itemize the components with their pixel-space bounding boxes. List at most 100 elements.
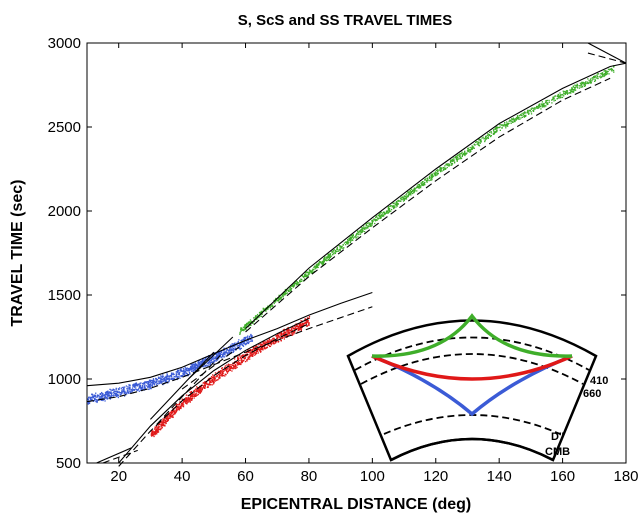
data-point <box>348 239 351 241</box>
data-point <box>223 347 225 349</box>
data-point <box>462 153 464 155</box>
data-point <box>566 93 569 95</box>
data-point <box>212 357 214 359</box>
data-point <box>246 349 249 351</box>
data-point <box>238 363 240 365</box>
data-point <box>161 375 163 378</box>
data-point <box>241 329 244 331</box>
data-point <box>301 324 304 326</box>
data-point <box>171 373 173 375</box>
data-point <box>294 282 296 285</box>
data-point <box>150 379 153 382</box>
data-point <box>197 360 200 363</box>
data-point <box>513 120 516 123</box>
data-point <box>397 203 399 205</box>
data-point <box>209 363 212 365</box>
data-point <box>259 311 261 314</box>
model-curve-3 <box>118 323 310 467</box>
data-point <box>155 377 157 380</box>
data-point <box>596 74 598 76</box>
data-point <box>228 350 231 352</box>
data-point <box>161 377 163 379</box>
data-point <box>171 372 173 374</box>
data-point <box>355 235 357 238</box>
data-point <box>94 398 97 400</box>
data-point <box>404 198 406 200</box>
data-point <box>371 220 374 223</box>
data-point <box>290 330 292 332</box>
data-point <box>304 273 307 276</box>
data-point <box>402 196 404 199</box>
data-point <box>192 395 194 397</box>
data-point <box>290 328 293 331</box>
data-point <box>260 345 262 347</box>
data-point <box>380 215 382 217</box>
data-point <box>562 90 564 92</box>
data-point <box>297 328 300 330</box>
data-point <box>115 393 118 396</box>
data-point <box>222 372 224 375</box>
data-point <box>431 177 434 179</box>
data-point <box>560 96 562 99</box>
data-point <box>401 196 403 198</box>
data-point <box>182 373 184 375</box>
data-point <box>195 394 197 397</box>
data-point <box>496 129 498 132</box>
data-point <box>308 315 311 318</box>
data-point <box>151 384 153 386</box>
data-point <box>148 388 150 390</box>
data-point <box>596 75 599 77</box>
data-point <box>120 392 122 394</box>
data-point <box>557 97 560 99</box>
data-point <box>413 190 415 192</box>
data-point <box>369 222 371 224</box>
data-point <box>150 382 152 384</box>
data-point <box>467 150 469 153</box>
data-point <box>249 351 251 353</box>
data-point <box>582 84 584 86</box>
data-point <box>106 398 108 400</box>
data-point <box>312 271 314 274</box>
data-point <box>403 195 405 197</box>
data-point <box>339 245 341 247</box>
data-point <box>153 432 155 435</box>
data-point <box>471 146 473 149</box>
data-point <box>209 358 211 361</box>
data-point <box>283 293 285 295</box>
data-point <box>126 389 129 391</box>
data-point <box>177 408 179 410</box>
data-point <box>260 310 263 313</box>
data-point <box>563 95 565 97</box>
data-point <box>193 397 195 399</box>
data-point <box>413 188 415 191</box>
data-point <box>244 360 247 363</box>
data-point <box>570 91 572 93</box>
data-point <box>287 328 289 330</box>
data-point <box>164 379 166 381</box>
data-point <box>527 113 530 115</box>
data-point <box>431 179 433 181</box>
data-point <box>175 373 178 375</box>
data-point <box>321 263 323 265</box>
data-point <box>127 390 129 392</box>
plot-frame <box>86 42 627 464</box>
data-point <box>453 160 455 162</box>
data-point <box>527 112 529 114</box>
data-point <box>257 348 260 351</box>
data-point <box>349 239 352 241</box>
data-point <box>165 380 167 382</box>
data-point <box>285 333 287 335</box>
data-point <box>95 400 97 403</box>
data-point <box>448 163 451 165</box>
data-point <box>185 367 187 370</box>
data-point <box>146 381 149 383</box>
data-point <box>373 218 375 220</box>
data-point <box>405 195 407 198</box>
data-point <box>603 70 605 72</box>
data-point <box>221 369 223 371</box>
data-point <box>261 348 263 351</box>
data-point <box>194 366 196 369</box>
data-point <box>179 369 181 372</box>
data-point <box>537 105 539 108</box>
data-point <box>169 416 171 418</box>
